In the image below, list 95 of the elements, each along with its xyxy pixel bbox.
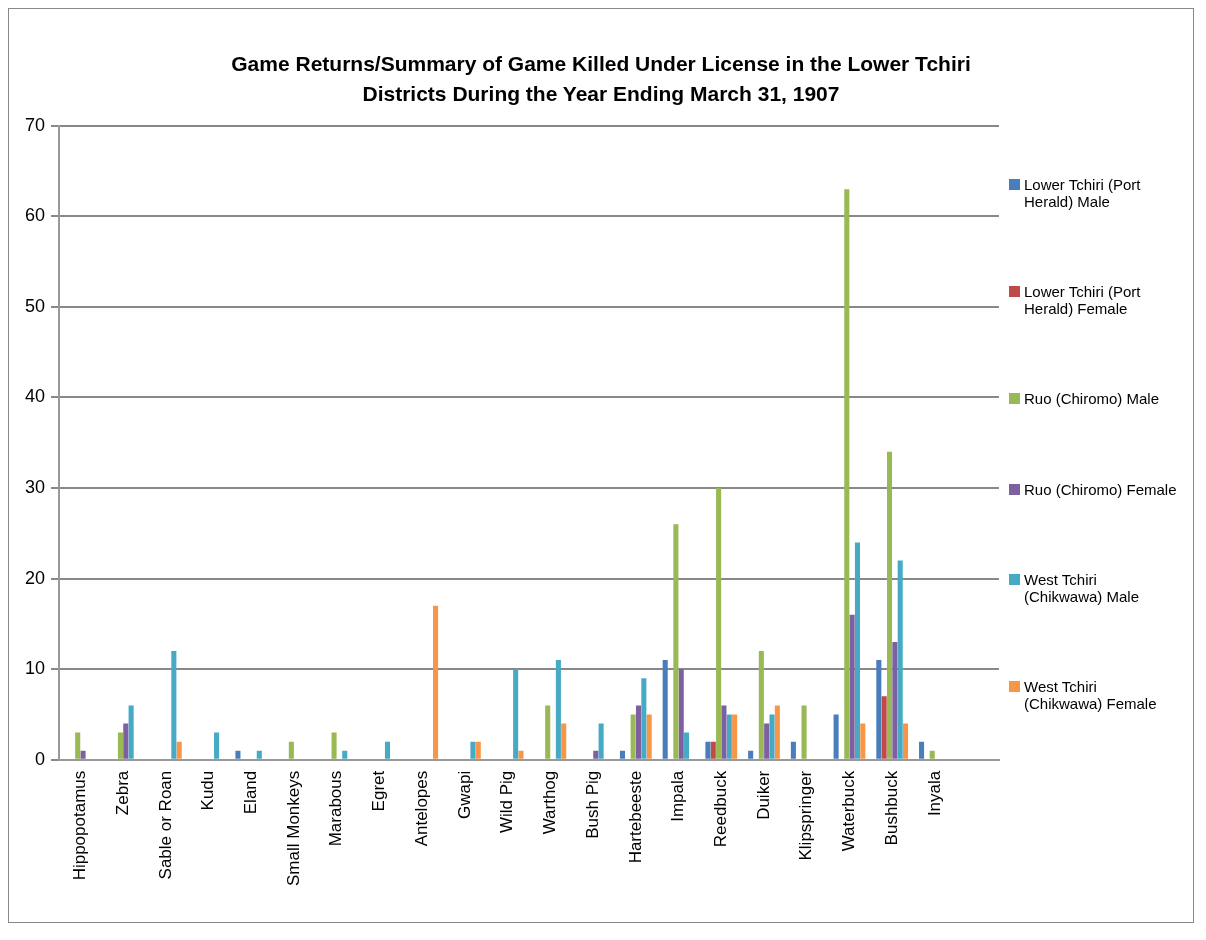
bar — [128, 705, 134, 759]
bar — [646, 714, 652, 759]
bar — [929, 750, 935, 759]
bar — [886, 451, 893, 759]
bar — [774, 705, 780, 759]
bar — [881, 696, 887, 759]
bar — [513, 669, 519, 759]
y-tick-label: 70 — [24, 114, 46, 135]
x-tick-label: Marabous — [326, 770, 346, 847]
bar — [470, 741, 476, 759]
bar — [726, 714, 732, 759]
bar — [721, 705, 727, 759]
bar — [635, 705, 642, 759]
x-tick-label: Antelopes — [411, 770, 431, 847]
bar — [844, 189, 850, 759]
bar — [876, 660, 882, 759]
y-tick-label: 20 — [24, 567, 46, 588]
x-tick-label: Gwapi — [454, 770, 474, 819]
legend-label: Ruo (Chiromo) Female — [1024, 480, 1177, 498]
bar — [673, 524, 679, 759]
bar — [433, 605, 439, 759]
bar — [705, 741, 711, 759]
x-tick-label: Zebra — [112, 770, 132, 816]
y-tick-label: 60 — [24, 205, 46, 226]
legend-label: Lower Tchiri (Port Herald) Female — [1024, 282, 1142, 317]
bar — [598, 723, 604, 759]
bar — [555, 660, 561, 759]
bar — [561, 723, 567, 759]
bar — [892, 642, 898, 759]
chart-title: Game Returns/Summary of Game Killed Under License in the Lower Tchiri Districts During the Year Ending March 31, 1907 — [230, 51, 972, 107]
bar — [171, 651, 177, 759]
bar — [117, 732, 123, 759]
bar — [716, 488, 722, 759]
bar — [769, 714, 775, 759]
bar — [384, 741, 391, 759]
bar — [662, 660, 668, 759]
x-tick-label: Small Monkeys — [283, 770, 303, 887]
y-tick-label: 40 — [24, 386, 46, 407]
bar — [764, 723, 770, 759]
bar — [790, 741, 796, 759]
x-tick-label: Klipspringer — [796, 770, 816, 861]
bar — [331, 732, 337, 759]
x-tick-label: Impala — [668, 770, 688, 822]
x-tick-label: Duiker — [753, 770, 773, 820]
bar — [256, 750, 262, 759]
x-tick-label: Eland — [240, 770, 260, 815]
x-tick-label: Sable or Roan — [155, 770, 175, 880]
bar — [854, 542, 861, 759]
bar — [732, 714, 738, 759]
bar — [833, 714, 839, 759]
bar — [641, 678, 647, 759]
x-tick-label: Kudu — [198, 770, 218, 811]
bar — [710, 741, 716, 759]
bar — [518, 750, 524, 759]
bar — [758, 651, 764, 759]
bar — [860, 723, 866, 759]
x-tick-label: Hippopotamus — [70, 770, 90, 881]
bar — [593, 750, 599, 759]
bar — [235, 750, 241, 759]
x-tick-label: Waterbuck — [839, 770, 859, 852]
legend-label: Ruo (Chiromo) Male — [1024, 390, 1160, 408]
bar — [630, 714, 636, 759]
bar — [123, 723, 129, 759]
legend-label: West Tchiri (Chikwawa) Female — [1024, 678, 1158, 713]
y-tick-label: 30 — [24, 477, 46, 498]
bar — [75, 732, 81, 759]
bar — [903, 723, 909, 759]
bar — [619, 750, 626, 759]
x-tick-label: Inyala — [924, 770, 944, 817]
x-tick-label: Warthog — [540, 770, 560, 835]
x-tick-label: Wild Pig — [497, 770, 517, 834]
bar — [897, 560, 903, 759]
bar — [801, 705, 807, 759]
y-tick-label: 10 — [24, 658, 46, 679]
x-tick-label: Hartebeeste — [625, 770, 645, 864]
y-tick-label: 50 — [24, 295, 46, 316]
bar — [684, 732, 690, 759]
bar — [214, 732, 220, 759]
legend-label: Lower Tchiri (Port Herald) Male — [1024, 175, 1142, 210]
x-tick-label: Bushbuck — [881, 770, 901, 846]
y-tick-label: 0 — [35, 748, 46, 769]
bar — [80, 750, 86, 759]
bar — [176, 741, 182, 759]
bar — [288, 741, 294, 759]
x-tick-label: Reedbuck — [710, 770, 730, 848]
bar — [475, 741, 481, 759]
legend-label: West Tchiri (Chikwawa) Male — [1024, 570, 1141, 605]
bar — [919, 741, 925, 759]
bar — [748, 750, 754, 759]
bar — [342, 750, 348, 759]
bar — [678, 669, 684, 759]
x-tick-label: Egret — [369, 770, 389, 812]
x-tick-label: Bush Pig — [582, 770, 602, 839]
bar — [545, 705, 551, 759]
bar — [849, 614, 855, 759]
